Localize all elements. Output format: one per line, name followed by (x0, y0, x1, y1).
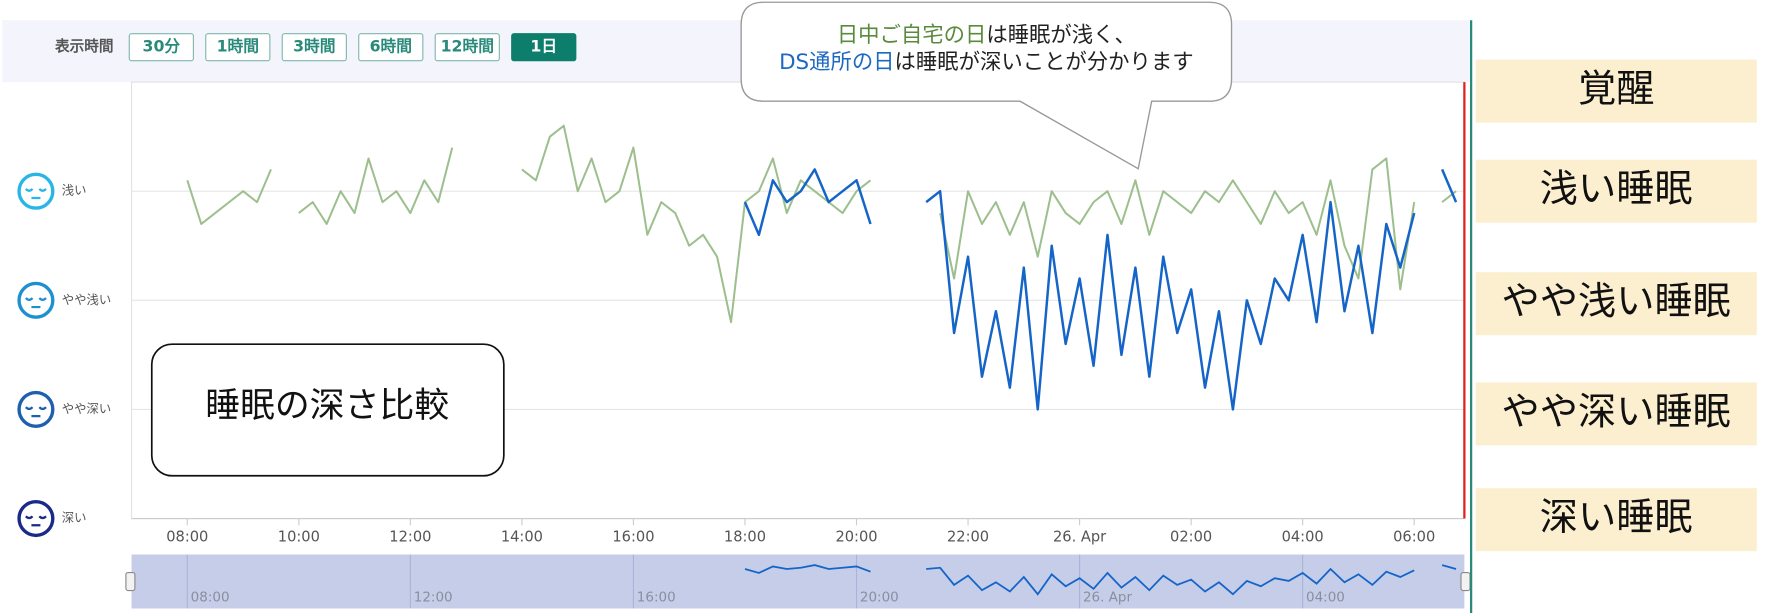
caption-box (150, 343, 505, 477)
x-tick-label: 26. Apr (1053, 529, 1106, 546)
button-bg[interactable] (281, 33, 347, 62)
face-eyes (25, 406, 47, 418)
button-label[interactable]: 1時間 (217, 37, 259, 56)
toolbar-buttons: 30分 1時間 3時間 6時間 12時間 1日 (128, 33, 577, 62)
callout-text: は睡眠が浅く、 (986, 23, 1136, 48)
x-tick-label: 04:00 (1282, 529, 1324, 546)
button-bg[interactable] (511, 33, 577, 62)
toolbar-button[interactable]: 1時間 (205, 33, 271, 62)
y-tick-label: やや浅い (62, 293, 111, 307)
navigator-bg (131, 554, 1465, 609)
callout-text: は睡眠が深いことが分かります (895, 50, 1194, 75)
depth-label-bg (1475, 59, 1757, 123)
button-label[interactable]: 3時間 (293, 37, 335, 56)
lines (186, 124, 1458, 411)
face-icon (17, 281, 55, 319)
depth-label: やや浅い睡眠 (1502, 280, 1731, 324)
x-tick-label: 12:00 (389, 529, 431, 546)
x-tick-label: 16:00 (612, 529, 654, 546)
x-tick-label: 10:00 (278, 529, 320, 546)
button-label[interactable]: 30分 (143, 37, 181, 56)
toolbar-label: 表示時間 (55, 37, 113, 55)
depth-label-bg (1475, 272, 1757, 336)
face-icon (17, 499, 55, 538)
button-label[interactable]: 6時間 (370, 37, 412, 56)
face (17, 390, 55, 428)
series-line (743, 168, 1458, 411)
button-label[interactable]: 1日 (530, 37, 557, 56)
y-tick-label: 深い (62, 511, 87, 525)
depth-label: やや深い睡眠 (1502, 390, 1731, 434)
depth-label-bg (1475, 159, 1757, 223)
callout-line-1: 日中ご自宅の日は睡眠が浅く、 (837, 23, 1136, 48)
y-tick-label: やや深い (62, 402, 111, 416)
depth-label-bg (1475, 382, 1757, 446)
x-tick-label: 06:00 (1393, 529, 1435, 546)
x-tick-label: 02:00 (1170, 529, 1212, 546)
callout-box (740, 1, 1233, 170)
button-bg[interactable] (358, 33, 424, 62)
face-icon (17, 172, 55, 210)
face-eyes (25, 297, 47, 309)
button-bg[interactable] (434, 33, 500, 62)
x-tick-label: 14:00 (501, 529, 543, 546)
callout-ds: DS通所の日 (779, 50, 894, 75)
face (17, 281, 55, 319)
toolbar-button[interactable]: 6時間 (358, 33, 424, 62)
toolbar-button[interactable]: 3時間 (281, 33, 347, 62)
depth-label-bg (1475, 488, 1757, 552)
x-tick-label: 08:00 (166, 529, 208, 546)
nav-handle-right[interactable] (1460, 571, 1471, 592)
callout-line-2: DS通所の日は睡眠が深いことが分かります (779, 50, 1194, 75)
navigator: 08:00 12:00 16:00 20:00 26. Apr 04:00 (186, 554, 1457, 609)
button-bg[interactable] (128, 33, 194, 62)
nav-line (744, 564, 1457, 596)
x-tick-label: 22:00 (947, 529, 989, 546)
depth-label: 浅い睡眠 (1540, 168, 1693, 212)
nav-tick-label: 16:00 (637, 589, 676, 605)
nav-tick-label: 26. Apr (1083, 589, 1133, 605)
x-tick-label: 20:00 (835, 529, 877, 546)
nav-tick-label: 20:00 (860, 589, 899, 605)
nav-tick-label: 04:00 (1306, 589, 1345, 605)
y-tick-label: 浅い (62, 184, 87, 198)
nav-handle-left[interactable] (125, 571, 136, 592)
depth-label: 覚醒 (1578, 68, 1654, 112)
toolbar-button[interactable]: 30分 (128, 33, 194, 62)
callout-home: 日中ご自宅の日 (837, 23, 987, 48)
x-tick-label: 18:00 (724, 529, 766, 546)
face-icon (17, 390, 55, 428)
depth-label: 深い睡眠 (1540, 496, 1693, 540)
button-bg[interactable] (205, 33, 271, 62)
face (17, 499, 55, 538)
grid: 深い やや深い やや浅い 浅い 08:00 10:00 12:00 14:00 16:00 18:… (17, 172, 1465, 546)
series-line (186, 124, 1457, 324)
button-label[interactable]: 12時間 (441, 37, 494, 56)
face-eyes (25, 188, 47, 200)
caption: 睡眠の深さ比較 (205, 386, 449, 426)
face-eyes (25, 515, 47, 527)
nav-tick-label: 12:00 (414, 589, 453, 605)
nav-tick-label: 08:00 (191, 589, 230, 605)
face (17, 172, 55, 210)
toolbar-button[interactable]: 1日 (511, 33, 577, 62)
toolbar-button[interactable]: 12時間 (434, 33, 500, 62)
